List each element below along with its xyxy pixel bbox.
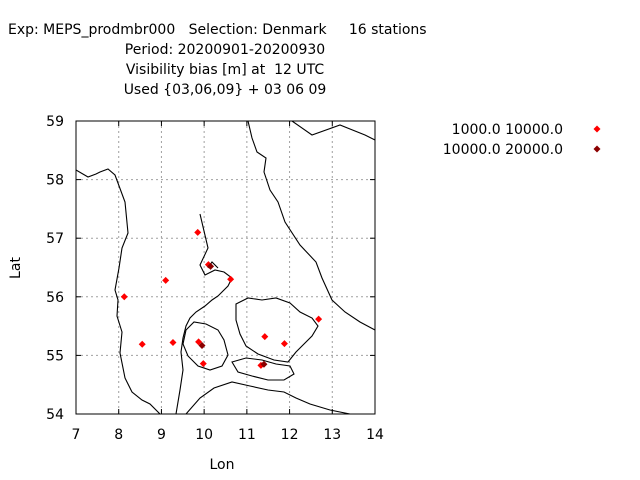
legend-marker — [593, 125, 601, 133]
y-tick-label: 55 — [46, 348, 64, 364]
data-point-series-2 — [260, 360, 268, 368]
coastline-map — [76, 121, 375, 414]
legend-label: 1000.0 10000.0 — [452, 122, 563, 138]
data-point-series-2 — [207, 262, 215, 270]
x-tick-label: 7 — [72, 427, 81, 443]
chart-title-line-1: Exp: MEPS_prodmbr000 Selection: Denmark … — [8, 22, 427, 38]
y-axis-label: Lat — [8, 257, 24, 279]
data-point-series-1 — [138, 340, 146, 348]
x-tick-label: 9 — [157, 427, 166, 443]
data-point-series-1 — [169, 339, 177, 347]
x-tick-label: 11 — [238, 427, 256, 443]
x-axis-label: Lon — [210, 457, 235, 473]
y-tick-label: 59 — [46, 114, 64, 130]
axis-ticks: 7 8 9 10 11 12 13 14 54 55 56 57 58 59 — [46, 114, 384, 443]
x-tick-label: 8 — [114, 427, 123, 443]
x-tick-label: 12 — [281, 427, 299, 443]
y-tick-label: 54 — [46, 407, 64, 423]
x-tick-label: 10 — [195, 427, 213, 443]
plot-frame — [75, 120, 376, 415]
data-point-series-1 — [227, 275, 235, 283]
data-points — [120, 228, 323, 369]
data-point-series-1 — [315, 315, 323, 323]
legend-label: 10000.0 20000.0 — [443, 142, 563, 158]
legend-marker — [593, 145, 601, 153]
data-point-series-1 — [194, 228, 202, 236]
x-tick-label: 13 — [323, 427, 341, 443]
data-point-series-2 — [198, 341, 206, 349]
chart-title-line-4: Used {03,06,09} + 03 06 09 — [123, 82, 327, 98]
data-point-series-1 — [280, 340, 288, 348]
chart-title-line-2: Period: 20200901-20200930 — [124, 42, 326, 58]
data-point-series-1 — [120, 293, 128, 301]
y-tick-label: 57 — [46, 231, 64, 247]
x-tick-label: 14 — [366, 427, 384, 443]
data-point-series-1 — [261, 333, 269, 341]
grid — [76, 121, 375, 414]
legend: 1000.0 10000.0 10000.0 20000.0 — [443, 122, 601, 158]
data-point-series-1 — [199, 360, 207, 368]
data-point-series-1 — [162, 276, 170, 284]
y-tick-label: 56 — [46, 290, 64, 306]
y-tick-label: 58 — [46, 173, 64, 189]
chart-title-line-3: Visibility bias [m] at 12 UTC — [125, 62, 325, 78]
